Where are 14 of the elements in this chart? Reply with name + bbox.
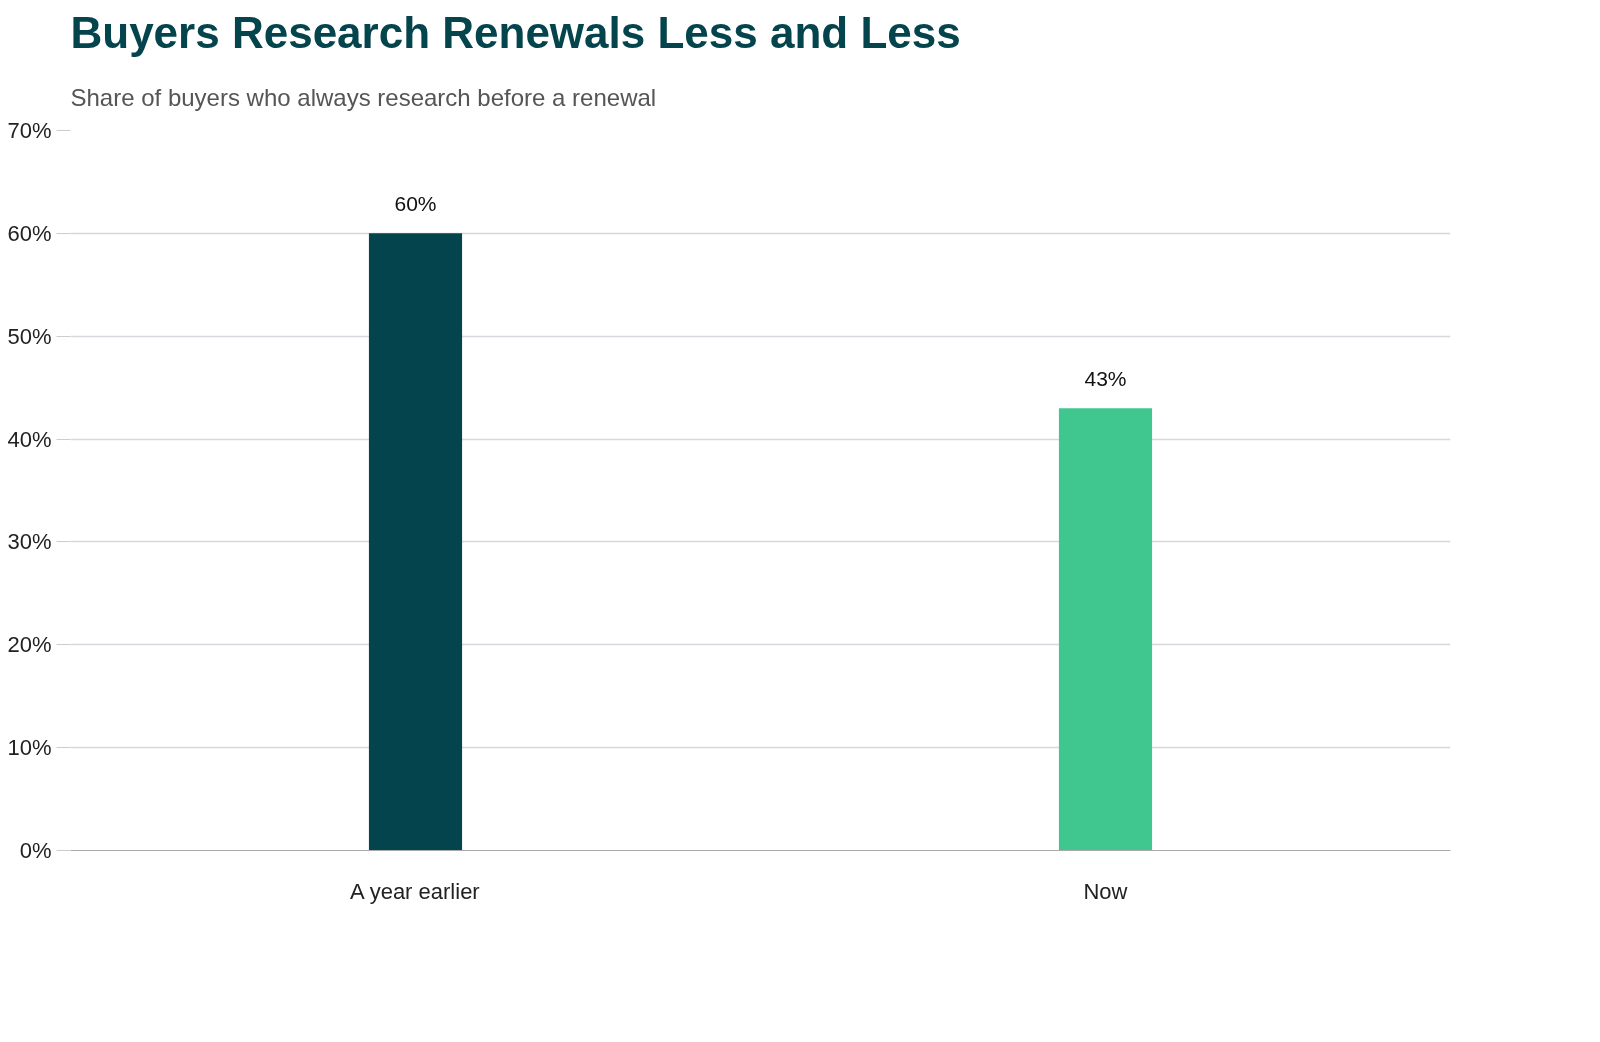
y-tick-label: 50%	[7, 323, 52, 349]
x-tick-label: Now	[1083, 878, 1128, 904]
chart-subtitle: Share of buyers who always research before a renewal	[70, 83, 657, 111]
y-tick-label: 70%	[7, 118, 52, 143]
data-label: 43%	[1084, 367, 1127, 391]
data-label: 60%	[394, 192, 437, 216]
y-tick-label: 30%	[7, 529, 52, 555]
y-tick-label: 20%	[7, 632, 52, 658]
x-tick-label: A year earlier	[350, 878, 480, 904]
y-tick-label: 0%	[19, 838, 52, 863]
y-tick-label: 10%	[7, 735, 52, 761]
y-tick-label: 40%	[7, 426, 52, 452]
chart-title: Buyers Research Renewals Less and Less	[70, 7, 961, 57]
y-tick-label: 60%	[7, 220, 52, 246]
